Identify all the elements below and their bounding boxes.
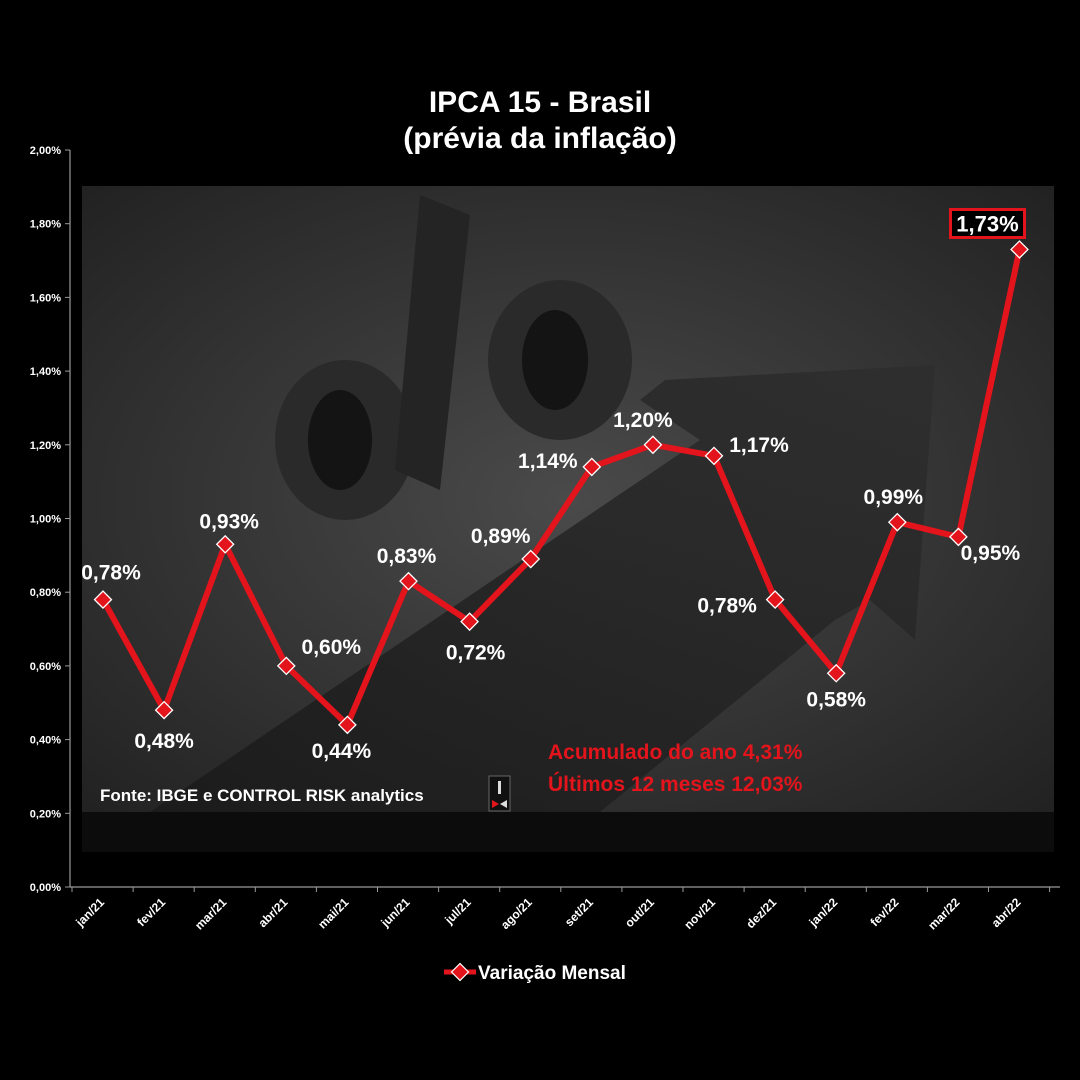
control-risk-logo-icon xyxy=(488,775,511,812)
data-label: 0,78% xyxy=(81,562,141,585)
x-tick-label: jan/22 xyxy=(806,895,841,930)
y-ticks: 0,00% 0,20% 0,40% 0,60% 0,80% 1,00% 1,20% 1,40%… xyxy=(30,145,70,894)
data-point-marker xyxy=(93,590,113,609)
legend-label: Variação Mensal xyxy=(478,963,626,984)
data-label: 1,73% xyxy=(956,211,1018,236)
data-point-marker xyxy=(765,590,785,609)
data-label: 0,60% xyxy=(302,636,362,659)
series-line xyxy=(100,248,1023,728)
y-tick-label: 0,00% xyxy=(30,882,61,894)
data-label: 0,48% xyxy=(134,730,194,753)
background-photo xyxy=(82,186,1054,852)
data-point-marker xyxy=(704,446,724,466)
data-point-marker xyxy=(582,457,602,477)
data-label: 0,89% xyxy=(471,525,531,548)
data-label: 0,72% xyxy=(446,642,506,665)
x-tick-label: jan/21 xyxy=(72,895,107,930)
x-tick-label: abr/22 xyxy=(989,895,1024,930)
data-label: 1,17% xyxy=(729,434,789,457)
data-point-marker xyxy=(521,549,541,569)
accumulated-year-text: Acumulado do ano 4,31% xyxy=(548,741,803,764)
x-tick-label: out/21 xyxy=(622,895,657,930)
x-tick-label: mar/22 xyxy=(925,895,962,932)
y-tick-label: 1,40% xyxy=(30,366,61,378)
y-tick-label: 2,00% xyxy=(30,145,61,157)
x-tick-label: nov/21 xyxy=(681,895,718,932)
data-point-marker xyxy=(948,527,968,547)
source-text: Fonte: IBGE e CONTROL RISK analytics xyxy=(100,786,424,805)
y-tick-label: 1,20% xyxy=(30,440,61,452)
x-tick-label: jul/21 xyxy=(441,895,474,928)
data-labels: 0,78% 0,48% 0,93% 0,60% 0,44% 0,83% 0,72% 0,89%… xyxy=(81,207,1026,763)
highlight-label-box xyxy=(949,207,1026,239)
x-tick-label: set/21 xyxy=(562,895,596,929)
data-label: 0,95% xyxy=(961,542,1021,565)
y-tick-label: 0,20% xyxy=(30,808,61,820)
data-label: 0,78% xyxy=(697,595,757,618)
data-point-marker xyxy=(337,715,357,735)
data-label: 1,14% xyxy=(518,450,578,473)
data-point-marker xyxy=(154,700,174,720)
y-tick-label: 0,80% xyxy=(30,587,61,599)
data-point-marker xyxy=(826,663,846,683)
x-tick-label: jun/21 xyxy=(377,895,412,930)
legend: Variação Mensal xyxy=(444,962,626,984)
data-point-marker xyxy=(643,435,663,455)
x-tick-label: ago/21 xyxy=(498,895,535,932)
data-point-marker xyxy=(276,656,296,676)
chart-title-line-1: IPCA 15 - Brasil xyxy=(429,86,651,119)
data-label: 0,83% xyxy=(377,545,437,568)
y-tick-label: 1,00% xyxy=(30,514,61,526)
data-point-marker xyxy=(460,612,480,632)
data-point-marker xyxy=(399,571,418,591)
series-variacao-mensal xyxy=(93,240,1029,735)
y-tick-label: 1,60% xyxy=(30,292,61,304)
x-ticks: jan/21 fev/21 mar/21 abr/21 mai/21 jun/21 jul/… xyxy=(71,887,1051,932)
data-point-marker xyxy=(887,512,907,532)
x-tick-label: abr/21 xyxy=(256,895,291,930)
y-tick-label: 0,60% xyxy=(30,661,61,673)
x-tick-label: mar/21 xyxy=(192,895,229,932)
x-tick-label: fev/22 xyxy=(867,895,901,929)
x-tick-label: fev/21 xyxy=(134,895,168,929)
x-tick-label: dez/21 xyxy=(743,895,779,931)
legend-diamond-marker xyxy=(450,962,470,982)
data-label: 0,58% xyxy=(806,688,866,711)
data-point-marker xyxy=(1010,240,1029,259)
y-tick-label: 1,80% xyxy=(30,219,61,231)
y-tick-label: 0,40% xyxy=(30,735,61,747)
x-tick-label: mai/21 xyxy=(315,895,352,932)
data-point-marker xyxy=(215,534,235,554)
data-label: 1,20% xyxy=(613,409,673,432)
data-label: 0,93% xyxy=(199,510,259,533)
last-12-months-text: Últimos 12 meses 12,03% xyxy=(548,772,803,796)
chart-title-line-2: (prévia da inflação) xyxy=(403,122,676,155)
data-label: 0,44% xyxy=(312,740,372,763)
data-label: 0,99% xyxy=(864,486,924,509)
